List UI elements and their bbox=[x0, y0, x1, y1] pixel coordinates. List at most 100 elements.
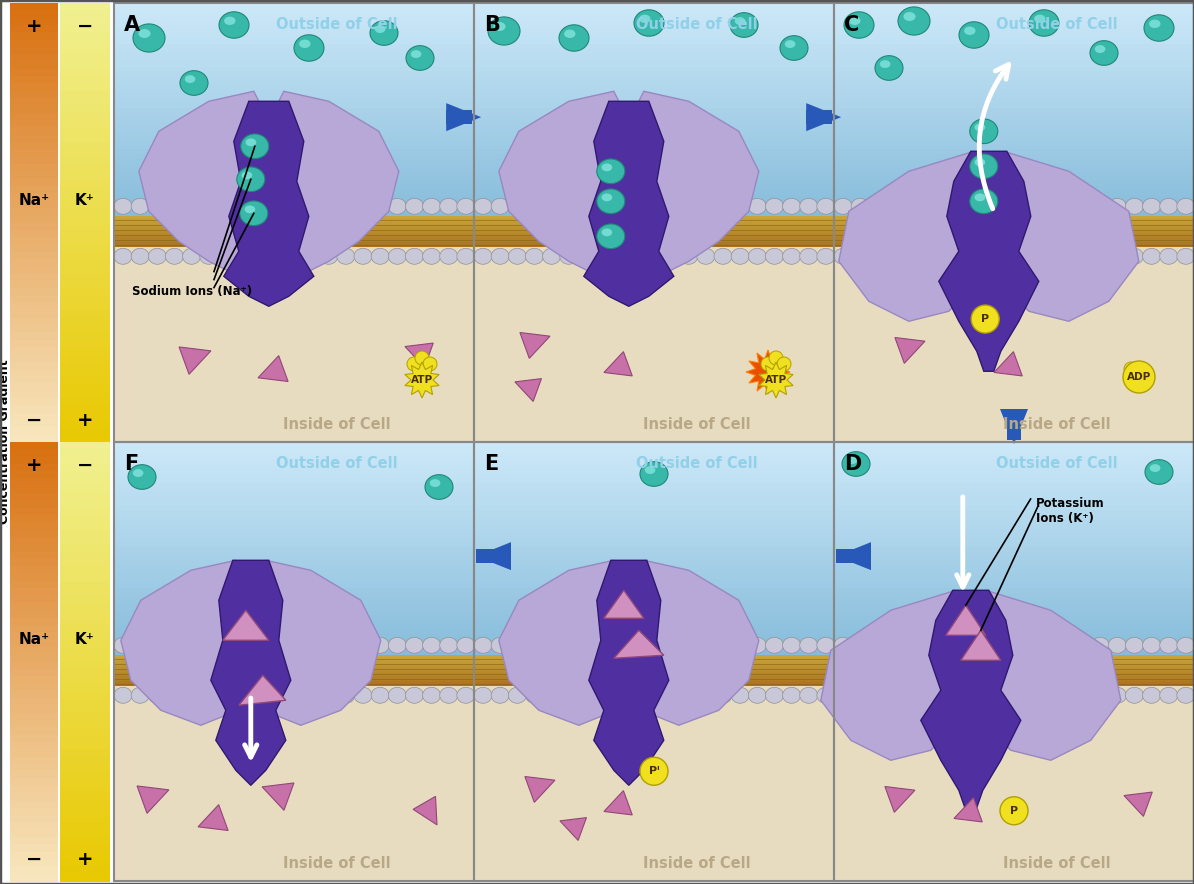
Ellipse shape bbox=[970, 189, 998, 214]
Bar bbox=[10, 237, 59, 245]
Bar bbox=[60, 822, 110, 830]
Ellipse shape bbox=[474, 687, 492, 704]
Ellipse shape bbox=[1124, 362, 1138, 376]
Ellipse shape bbox=[491, 637, 509, 653]
Bar bbox=[60, 134, 110, 142]
Bar bbox=[833, 122, 1194, 126]
Ellipse shape bbox=[560, 687, 578, 704]
Bar bbox=[60, 325, 110, 332]
Bar bbox=[60, 179, 110, 187]
Polygon shape bbox=[921, 591, 1021, 811]
Bar bbox=[113, 118, 474, 122]
Bar bbox=[113, 634, 474, 639]
Ellipse shape bbox=[970, 154, 998, 179]
Ellipse shape bbox=[849, 17, 861, 25]
Bar bbox=[10, 164, 59, 171]
Bar bbox=[474, 217, 833, 220]
Bar bbox=[60, 713, 110, 720]
Ellipse shape bbox=[113, 687, 133, 704]
Bar bbox=[474, 140, 833, 145]
Bar bbox=[113, 232, 474, 442]
Ellipse shape bbox=[714, 198, 732, 214]
Bar bbox=[447, 110, 472, 124]
Bar bbox=[833, 451, 1194, 456]
Bar bbox=[474, 451, 833, 456]
Text: Outside of Cell: Outside of Cell bbox=[276, 17, 398, 32]
Ellipse shape bbox=[697, 198, 715, 214]
Ellipse shape bbox=[937, 248, 955, 264]
Polygon shape bbox=[519, 332, 550, 358]
Bar bbox=[60, 464, 110, 472]
Bar bbox=[10, 713, 59, 720]
Bar bbox=[113, 629, 474, 634]
Bar bbox=[60, 332, 110, 340]
Bar bbox=[833, 583, 1194, 589]
Bar bbox=[60, 574, 110, 582]
Bar bbox=[113, 72, 474, 77]
Ellipse shape bbox=[1126, 687, 1144, 704]
Bar bbox=[113, 492, 474, 498]
Ellipse shape bbox=[302, 248, 320, 264]
Bar bbox=[113, 560, 474, 566]
Ellipse shape bbox=[285, 637, 303, 653]
Bar bbox=[113, 583, 474, 589]
Bar bbox=[474, 679, 833, 682]
Bar bbox=[474, 204, 833, 209]
Ellipse shape bbox=[439, 687, 457, 704]
Ellipse shape bbox=[217, 687, 235, 704]
Ellipse shape bbox=[663, 198, 681, 214]
Bar bbox=[60, 91, 110, 99]
Bar bbox=[60, 164, 110, 171]
Ellipse shape bbox=[886, 198, 904, 214]
Bar bbox=[474, 149, 833, 154]
Text: ATP: ATP bbox=[765, 375, 787, 385]
Bar bbox=[113, 474, 474, 479]
Ellipse shape bbox=[971, 637, 989, 653]
Ellipse shape bbox=[784, 40, 795, 48]
Ellipse shape bbox=[851, 198, 869, 214]
Ellipse shape bbox=[1057, 248, 1075, 264]
Ellipse shape bbox=[183, 198, 201, 214]
Bar bbox=[833, 12, 1194, 17]
Text: Inside of Cell: Inside of Cell bbox=[644, 417, 751, 432]
Ellipse shape bbox=[251, 248, 269, 264]
Bar bbox=[833, 674, 1194, 677]
Bar bbox=[806, 110, 832, 124]
Bar bbox=[113, 670, 474, 672]
Ellipse shape bbox=[1177, 248, 1194, 264]
Ellipse shape bbox=[457, 637, 475, 653]
Bar bbox=[474, 112, 833, 118]
Ellipse shape bbox=[989, 637, 1007, 653]
Bar bbox=[474, 222, 833, 225]
Ellipse shape bbox=[302, 198, 320, 214]
Bar bbox=[474, 236, 833, 238]
Bar bbox=[833, 53, 1194, 58]
Ellipse shape bbox=[148, 637, 166, 653]
Bar bbox=[113, 112, 474, 118]
Bar bbox=[474, 533, 833, 538]
Bar bbox=[60, 647, 110, 655]
Bar bbox=[60, 156, 110, 164]
Bar bbox=[10, 339, 59, 347]
Bar bbox=[113, 236, 474, 238]
Bar bbox=[10, 771, 59, 779]
Bar bbox=[833, 570, 1194, 575]
Ellipse shape bbox=[903, 248, 921, 264]
Ellipse shape bbox=[217, 248, 235, 264]
Bar bbox=[833, 676, 1194, 678]
Bar bbox=[113, 570, 474, 575]
Bar bbox=[474, 465, 833, 470]
Bar bbox=[474, 678, 833, 680]
Bar bbox=[10, 493, 59, 501]
Bar bbox=[474, 461, 833, 465]
Ellipse shape bbox=[937, 637, 955, 653]
Bar bbox=[60, 281, 110, 289]
Polygon shape bbox=[604, 591, 644, 618]
Bar bbox=[474, 49, 833, 54]
Ellipse shape bbox=[817, 198, 835, 214]
Bar bbox=[10, 98, 59, 106]
Bar bbox=[10, 208, 59, 216]
Bar bbox=[833, 666, 1194, 671]
Ellipse shape bbox=[919, 637, 937, 653]
Ellipse shape bbox=[285, 687, 303, 704]
